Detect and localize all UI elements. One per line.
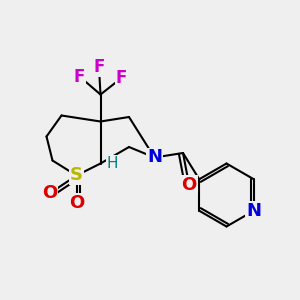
Text: F: F [93, 58, 105, 76]
Text: H: H [107, 156, 118, 171]
Text: O: O [42, 184, 57, 202]
Text: O: O [69, 194, 84, 211]
Text: N: N [147, 148, 162, 166]
Text: S: S [70, 167, 83, 184]
Text: O: O [182, 176, 196, 194]
Text: F: F [116, 69, 127, 87]
Text: F: F [74, 68, 85, 85]
Text: N: N [246, 202, 261, 220]
